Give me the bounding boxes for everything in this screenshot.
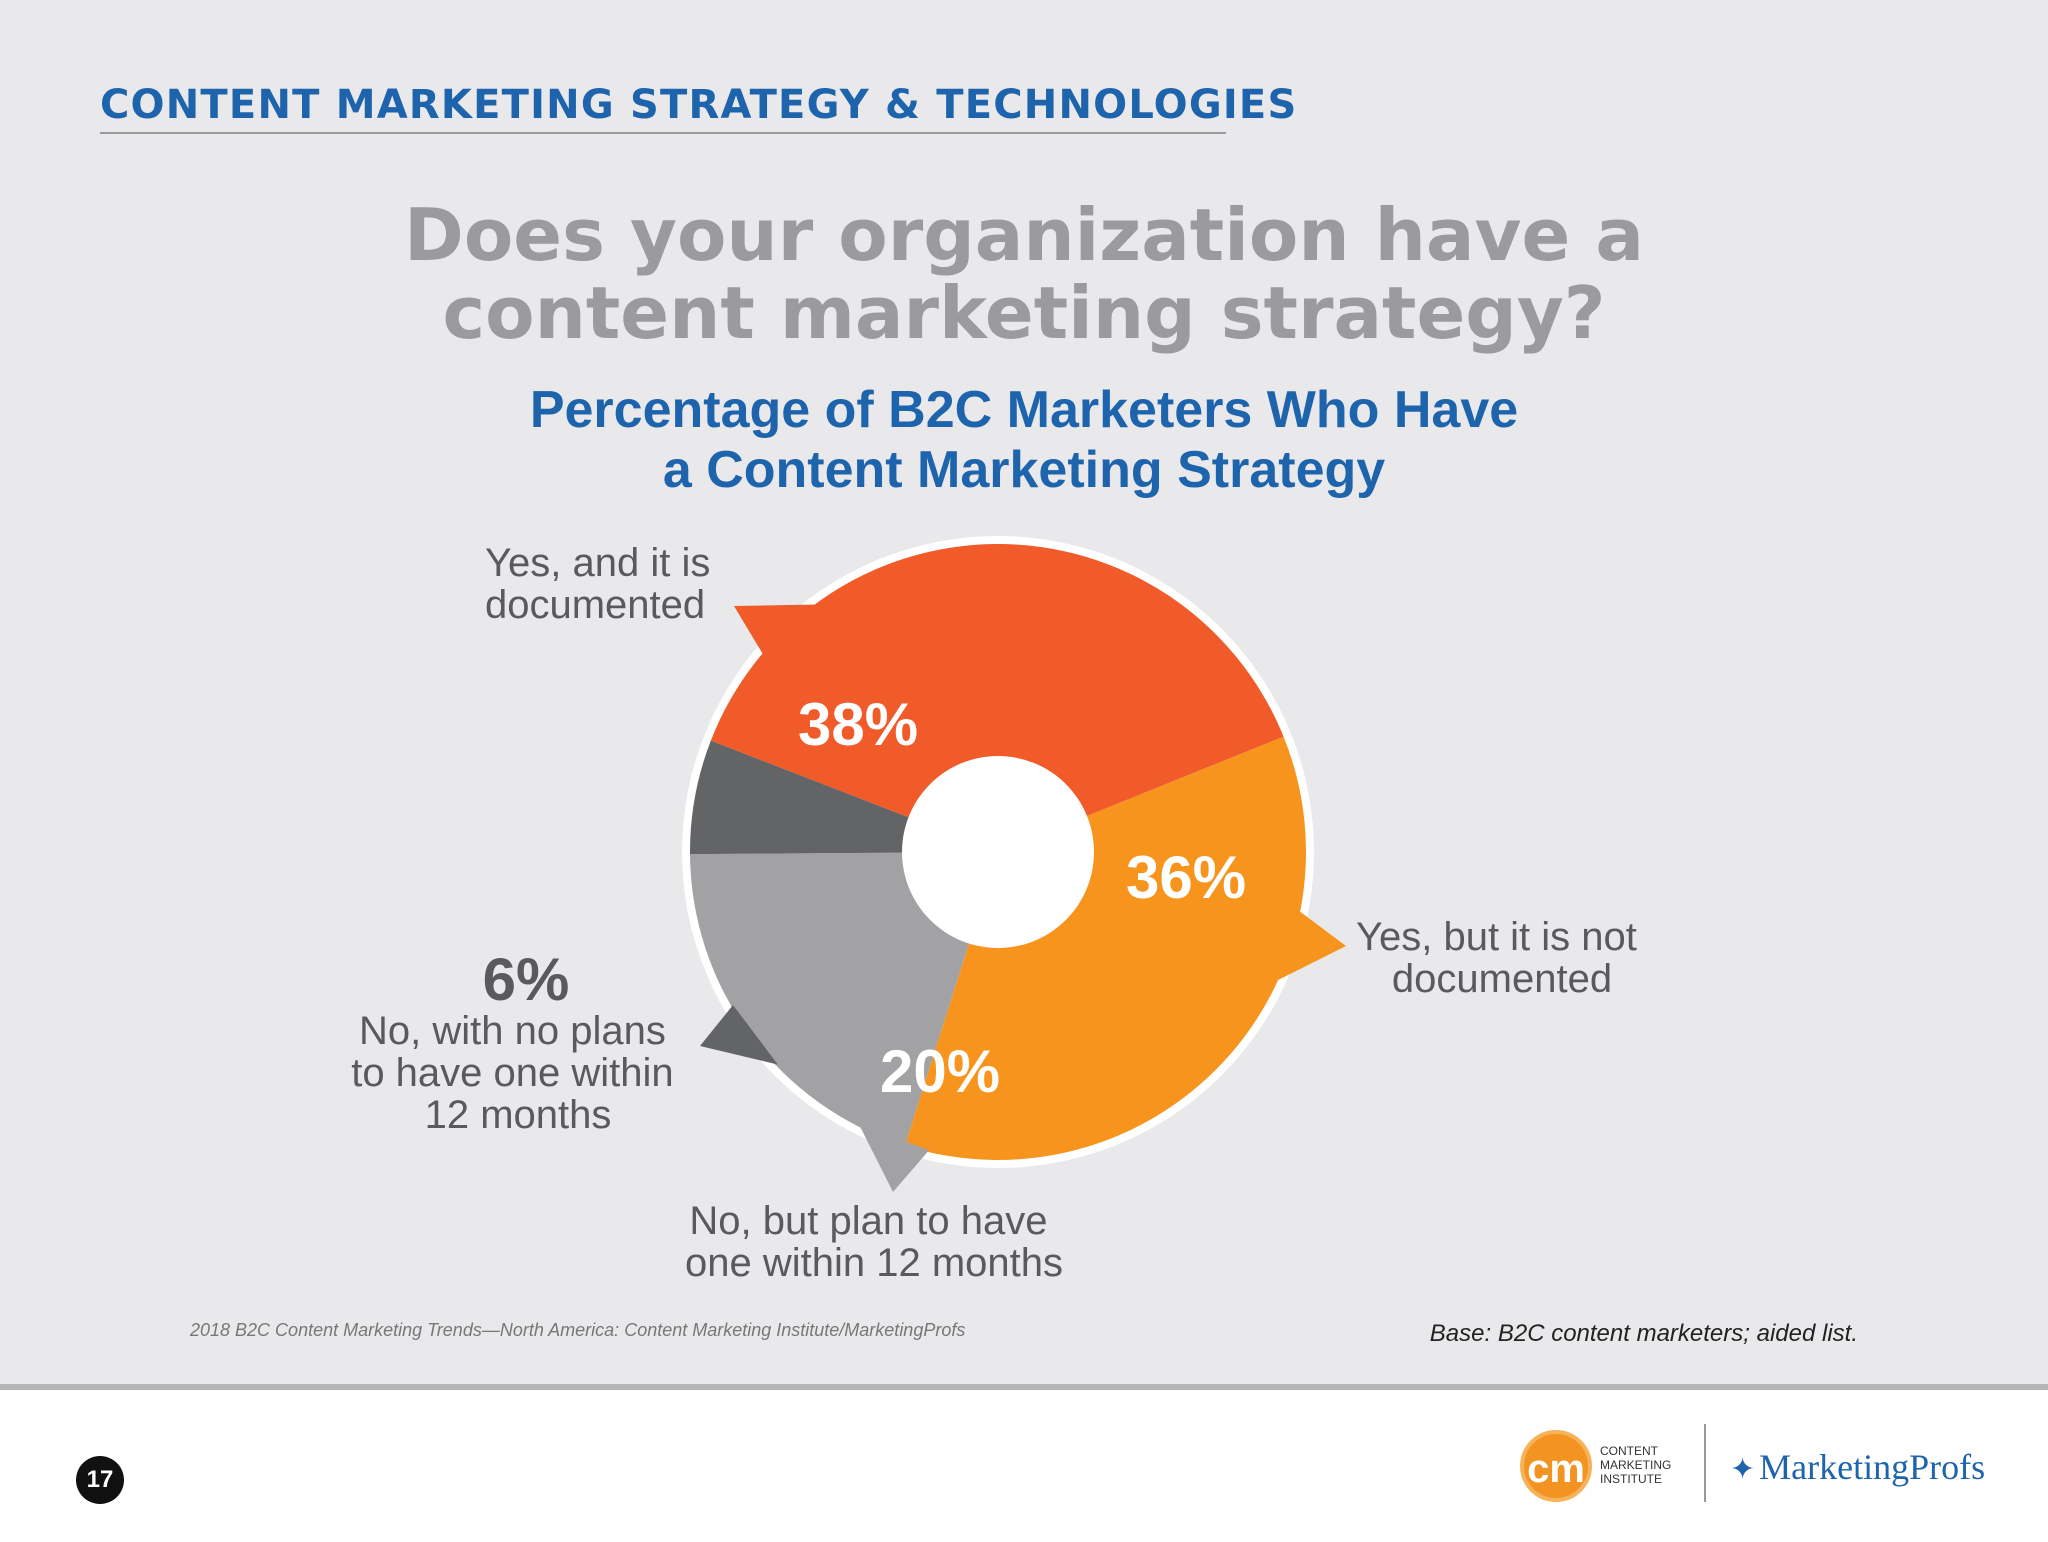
- value-label-no-no-plans: 6%: [483, 946, 570, 1013]
- cmi-logo: cm: [1520, 1430, 1592, 1502]
- cmi-logo-line-2: MARKETING: [1600, 1458, 1672, 1472]
- slice-yes-documented-pointer: [734, 604, 819, 656]
- category-label-no-plan: No, but plan to have one within 12 month…: [685, 1199, 1063, 1285]
- base-footnote: Base: B2C content marketers; aided list.: [1429, 1320, 1858, 1347]
- cmi-logo-text: CONTENT MARKETING INSTITUTE: [1600, 1444, 1671, 1486]
- category-label-yes-documented-line-1: Yes, and it is: [485, 541, 710, 585]
- header-divider: [100, 132, 1226, 134]
- page-footer: 17 cm CONTENT MARKETING INSTITUTE ✦ Marke…: [0, 1384, 2048, 1542]
- footer-logo-divider: [1704, 1424, 1706, 1502]
- chart-title: Percentage of B2C Marketers Who Have a C…: [0, 380, 2048, 500]
- category-label-no-plan-line-2: one within 12 months: [685, 1241, 1063, 1285]
- bird-icon: ✦: [1730, 1453, 1756, 1486]
- page-number-badge: 17: [76, 1456, 124, 1504]
- value-label-yes-documented: 38%: [798, 691, 918, 758]
- category-label-yes-documented: Yes, and it is documented: [485, 541, 721, 627]
- category-label-yes-not-documented: Yes, but it is not documented: [1356, 915, 1648, 1001]
- slice-no-no-plans-pointer: [700, 1005, 778, 1065]
- category-label-no-no-plans-line-2: to have one within: [351, 1051, 673, 1095]
- category-label-no-no-plans: No, with no plans to have one within 12 …: [351, 1009, 685, 1137]
- cmi-logo-line-3: INSTITUTE: [1600, 1472, 1662, 1486]
- category-label-yes-not-documented-line-2: documented: [1392, 957, 1612, 1001]
- question-line-2: content marketing strategy?: [442, 271, 1606, 355]
- marketingprofs-logo-text: MarketingProfs: [1759, 1447, 1986, 1487]
- slice-no-plan-pointer: [859, 1124, 930, 1192]
- category-label-no-no-plans-line-3: 12 months: [425, 1093, 612, 1137]
- slice-yes-not-documented: [904, 736, 1307, 1160]
- chart-title-line-1: Percentage of B2C Marketers Who Have: [529, 381, 1519, 439]
- chart-title-line-2: a Content Marketing Strategy: [662, 441, 1386, 499]
- marketingprofs-logo: ✦ MarketingProfs: [1730, 1446, 1985, 1488]
- category-label-no-no-plans-line-1: No, with no plans: [359, 1009, 666, 1053]
- source-footnote: 2018 B2C Content Marketing Trends—North …: [190, 1320, 966, 1340]
- page-question: Does your organization have a content ma…: [0, 196, 2048, 352]
- donut-hole: [902, 756, 1094, 948]
- value-label-yes-not-documented: 36%: [1126, 844, 1246, 911]
- cmi-logo-line-1: CONTENT: [1600, 1444, 1658, 1458]
- category-label-no-plan-line-1: No, but plan to have: [689, 1199, 1047, 1243]
- category-label-yes-not-documented-line-1: Yes, but it is not: [1356, 915, 1637, 959]
- question-line-1: Does your organization have a: [404, 193, 1644, 277]
- slice-no-plan: [690, 852, 998, 1146]
- slice-yes-documented: [710, 543, 1284, 852]
- value-label-no-plan: 20%: [880, 1038, 1000, 1105]
- section-header: CONTENT MARKETING STRATEGY & TECHNOLOGIE…: [100, 82, 1298, 128]
- category-label-yes-documented-line-2: documented: [485, 583, 705, 627]
- slice-yes-not-documented-pointer: [1275, 910, 1346, 982]
